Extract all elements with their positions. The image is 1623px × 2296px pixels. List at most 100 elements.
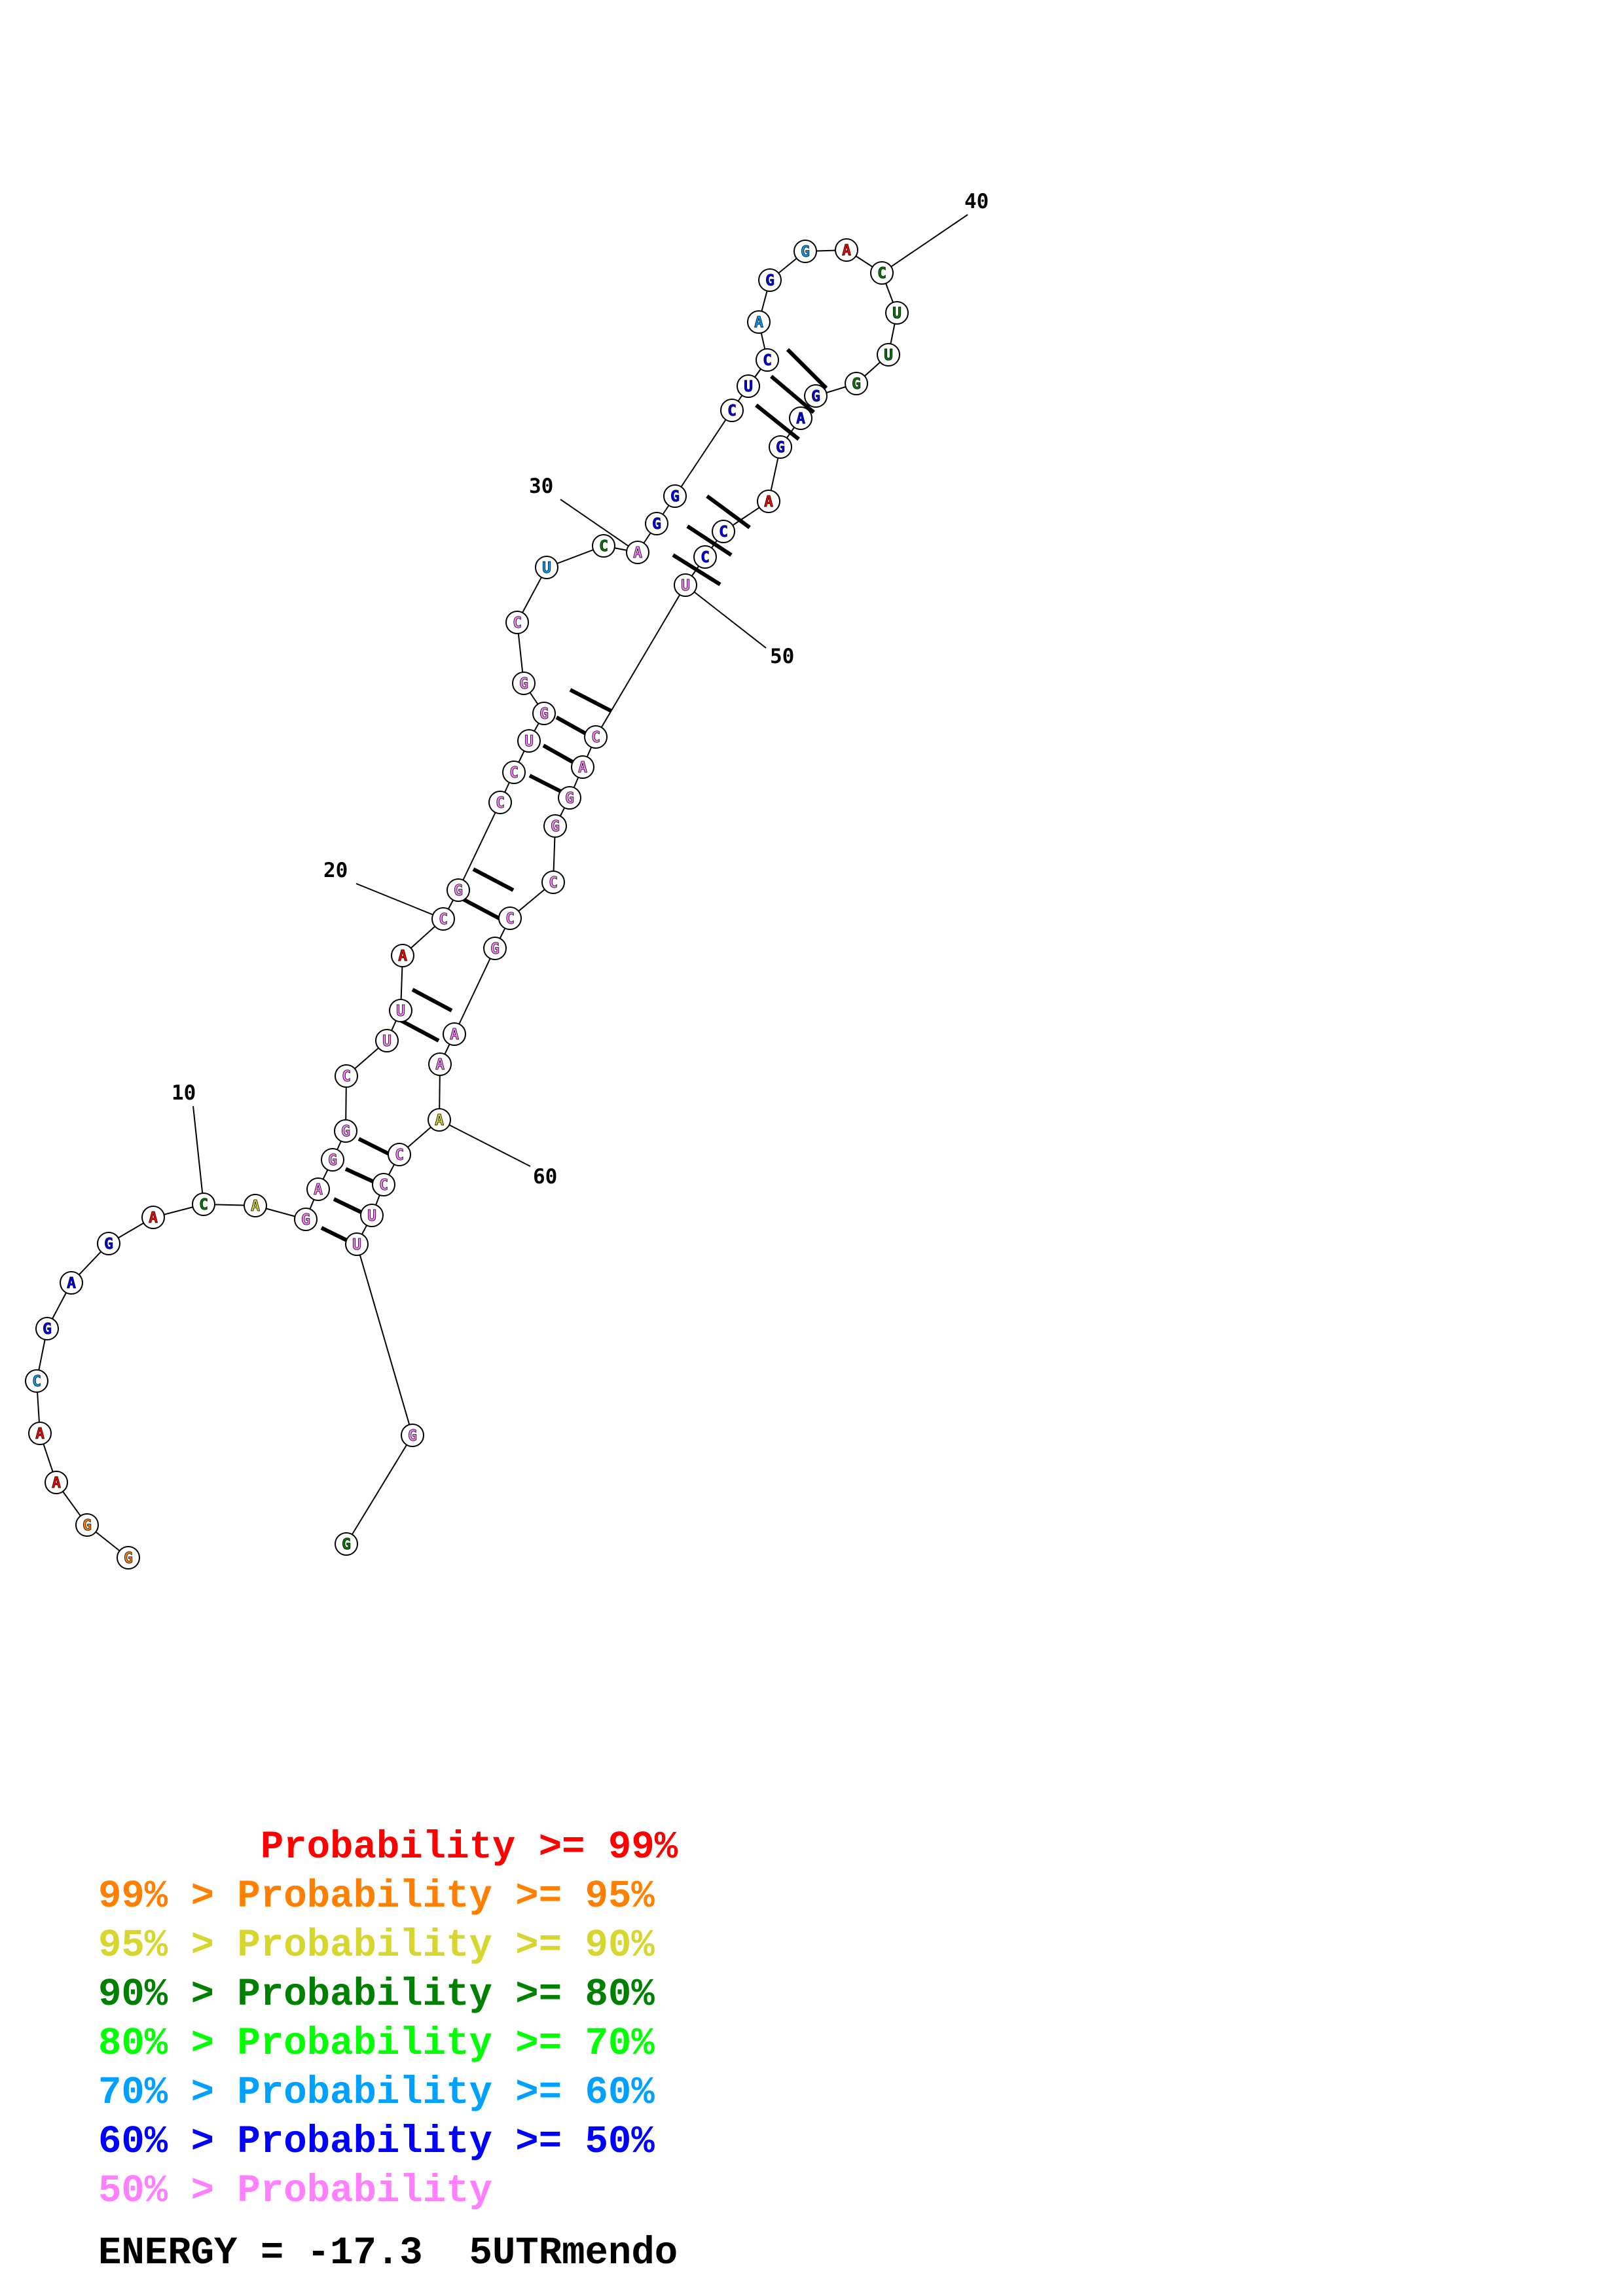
nucleotide-45: A	[789, 406, 812, 430]
nucleotide-circle	[447, 878, 470, 902]
base-pair-bond	[398, 1018, 440, 1043]
nucleotide-48: C	[712, 520, 735, 543]
nucleotide-base-label: G	[43, 1321, 52, 1338]
nucleotide-circle	[141, 1206, 165, 1229]
nucleotide-38: G	[793, 240, 817, 263]
nucleotide-circle	[345, 1232, 369, 1256]
nucleotide-37: G	[758, 268, 782, 292]
nucleotide-circle	[192, 1193, 215, 1216]
nucleotide-circle	[720, 399, 744, 422]
nucleotide-11: A	[244, 1194, 267, 1217]
nucleotide-base-label: G	[341, 1123, 350, 1140]
nucleotide-circle	[541, 870, 565, 894]
nucleotide-base-label: U	[382, 1033, 392, 1050]
position-label-40: 40	[964, 190, 989, 213]
nucleotide-circle	[97, 1232, 120, 1255]
nucleotide-base-label: G	[801, 243, 810, 260]
nucleotide-4: A	[28, 1422, 52, 1445]
nucleotide-base-label: A	[314, 1181, 323, 1198]
nucleotide-28: U	[535, 556, 558, 579]
nucleotide-base-label: U	[542, 560, 551, 577]
nucleotide-base-label: G	[565, 790, 574, 807]
nucleotide-base-label: G	[124, 1550, 133, 1567]
nucleotide-10: C	[192, 1193, 215, 1216]
nucleotide-circle	[584, 725, 608, 749]
nucleotide-54: G	[543, 814, 567, 838]
nucleotide-3: A	[45, 1471, 68, 1494]
nucleotide-circle	[334, 1119, 357, 1143]
nucleotide-base-label: U	[744, 378, 753, 395]
nucleotide-circle	[663, 484, 687, 508]
nucleotide-base-label: U	[396, 1003, 405, 1020]
nucleotide-base-label: A	[764, 493, 773, 511]
nucleotide-60: A	[428, 1108, 451, 1132]
nucleotide-base-label: A	[52, 1475, 61, 1492]
nucleotide-circle	[885, 301, 909, 325]
nucleotide-circle	[535, 556, 558, 579]
nucleotide-20: C	[431, 907, 455, 931]
nucleotide-circle	[835, 238, 858, 262]
nucleotide-23: C	[502, 761, 526, 784]
nucleotide-25: G	[532, 702, 556, 725]
nucleotide-63: U	[360, 1204, 384, 1227]
nucleotide-circle	[45, 1471, 68, 1494]
nucleotide-1: G	[117, 1546, 140, 1570]
base-pair-bond	[569, 688, 612, 713]
nucleotide-base-label: A	[450, 1026, 459, 1043]
nucleotide-circle	[845, 372, 868, 395]
nucleotide-circle	[592, 534, 615, 558]
nucleotide-circle	[321, 1148, 344, 1172]
nucleotide-base-label: C	[505, 910, 515, 927]
nucleotide-base-label: A	[435, 1112, 444, 1129]
nucleotide-base-label: A	[398, 948, 407, 965]
nucleotide-base-label: G	[539, 706, 549, 723]
nucleotide-circle	[737, 374, 760, 398]
nucleotide-circle	[870, 261, 894, 285]
nucleotide-base-label: C	[763, 352, 772, 369]
nucleotide-5: C	[25, 1369, 48, 1393]
nucleotide-circle	[543, 814, 567, 838]
nucleotide-33: C	[720, 399, 744, 422]
nucleotide-base-label: C	[701, 549, 710, 566]
nucleotide-circle	[401, 1424, 424, 1447]
nucleotide-29: C	[592, 534, 615, 558]
backbone-segment	[356, 1244, 413, 1436]
nucleotide-circle	[877, 343, 900, 367]
nucleotide-circle	[532, 702, 556, 725]
backbone-segment	[346, 1435, 413, 1545]
nucleotide-circle	[294, 1208, 318, 1231]
nucleotide-49: C	[693, 545, 717, 569]
nucleotide-circle	[391, 944, 414, 967]
nucleotide-14: G	[321, 1148, 344, 1172]
nucleotide-base-label: C	[32, 1373, 41, 1390]
nucleotide-base-label: C	[549, 874, 558, 891]
nucleotide-base-label: G	[765, 272, 775, 289]
nucleotide-base-label: U	[892, 305, 902, 322]
nucleotide-circle	[360, 1204, 384, 1227]
position-tick-20	[356, 883, 444, 920]
nucleotide-base-label: G	[342, 1536, 351, 1553]
nucleotide-base-label: C	[599, 538, 608, 555]
nucleotide-base-label: C	[877, 265, 886, 282]
nucleotide-9: A	[141, 1206, 165, 1229]
nucleotide-32: G	[663, 484, 687, 508]
nucleotide-base-label: U	[352, 1236, 361, 1253]
legend-line-p90: 95% > Probability >= 90%	[98, 1924, 655, 1967]
nucleotide-circle	[335, 1532, 358, 1556]
nucleotide-base-label: G	[408, 1427, 417, 1444]
position-tick-50	[685, 584, 767, 649]
legend-line-plow: 50% > Probability	[98, 2169, 492, 2213]
nucleotide-base-label: A	[35, 1426, 45, 1443]
nucleotide-base-label: C	[591, 729, 600, 746]
nucleotide-16: C	[335, 1064, 358, 1088]
nucleotide-circle	[757, 490, 780, 513]
nucleotide-21: G	[447, 878, 470, 902]
nucleotide-circle	[769, 435, 792, 459]
nucleotide-base-label: A	[754, 314, 763, 331]
nucleotide-43: G	[845, 372, 868, 395]
nucleotide-base-label: C	[496, 795, 505, 812]
base-pair-bond	[770, 374, 815, 414]
nucleotide-53: G	[558, 786, 581, 810]
